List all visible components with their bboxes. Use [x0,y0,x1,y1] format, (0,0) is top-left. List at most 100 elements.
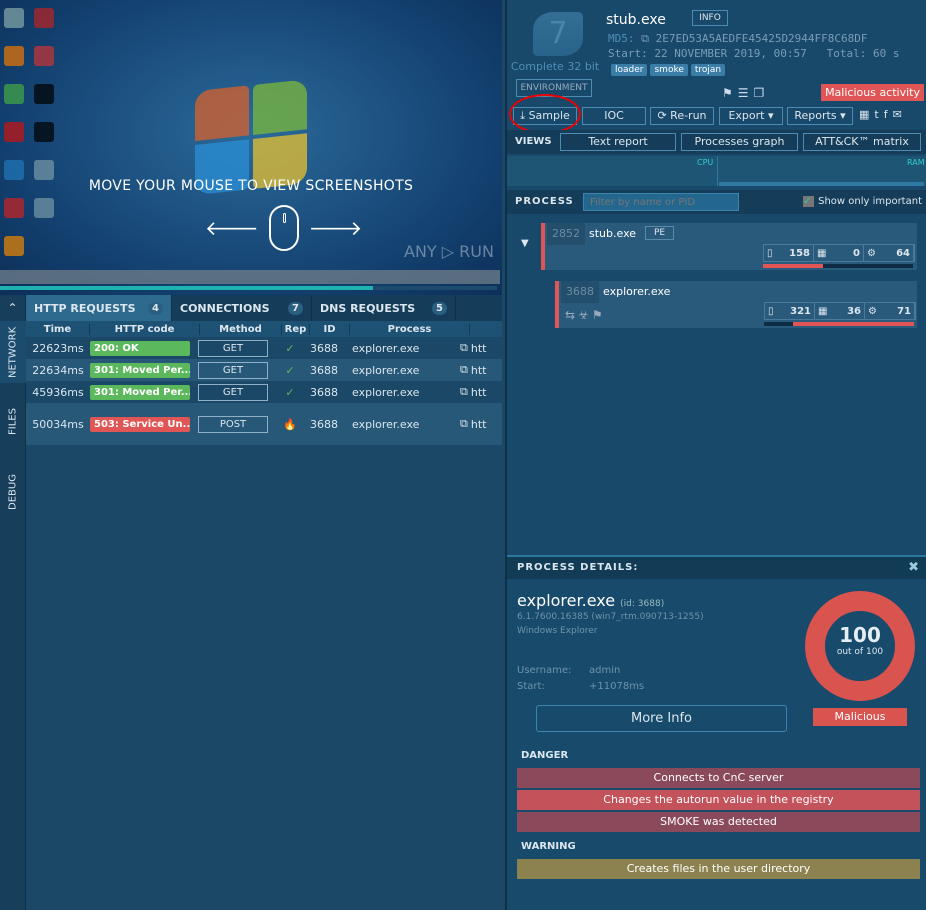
method-button[interactable]: GET [198,339,268,357]
file-icon: ▯ [767,247,773,259]
score-value: 100 [839,623,881,647]
copy-icon[interactable]: ⧉ [460,417,468,430]
method-button[interactable]: POST [198,415,268,433]
verdict-badge: Malicious activity [821,84,924,101]
copy-icon[interactable]: ⧉ [460,363,468,376]
process-item-stub[interactable]: 2852 stub.exe PE ▯ 158 ▦ 0 ⚙ 64 [541,223,917,270]
col-method[interactable]: Method [200,323,282,335]
threat-bar [763,264,913,268]
tab-label: CONNECTIONS [180,301,270,315]
col-rep[interactable]: Rep [282,323,310,335]
network-panel: HTTP REQUESTS 4 CONNECTIONS 7 DNS REQUESTS… [26,295,502,910]
mouse-hint: 🡐 🡒 [205,205,362,251]
tag[interactable]: loader [611,64,648,76]
windows-icon[interactable]: ❐ [753,86,765,100]
rerun-button[interactable]: ⟳ Re-run [650,107,714,125]
details-description: Windows Explorer [517,626,598,636]
url-cell[interactable]: htt [470,363,487,377]
total-label: Total: [826,47,867,60]
table-row[interactable]: 22634ms 301: Moved Per... GET ✓ 3688 exp… [26,359,502,381]
report-fire-icon[interactable]: ☰ [737,86,749,100]
checkered-flag-icon[interactable]: ⚑ [722,86,733,100]
mail-icon[interactable]: ✉ [892,108,902,121]
desktop-icons [4,8,64,256]
danger-indicator[interactable]: Changes the autorun value in the registr… [517,790,920,810]
sidebar-label: DEBUG [7,474,19,510]
views-label: VIEWS [515,136,552,147]
copy-icon[interactable]: ⧉ [460,341,468,354]
copy-icon[interactable]: ⧉ [641,32,649,45]
facebook-icon[interactable]: f [883,108,888,121]
sidebar: ⌃ NETWORK FILES DEBUG [0,295,26,910]
check-circle-icon: ✓ [285,385,295,399]
cpu-ram-graph: CPU RAM [507,156,926,186]
pid-cell: 3688 [310,341,338,355]
taskbar [0,270,500,284]
twitter-icon[interactable]: t [874,108,879,121]
username-value: admin [589,665,621,676]
col-id[interactable]: ID [310,323,350,335]
copy-icon[interactable]: ⧉ [460,385,468,398]
ioc-button[interactable]: IOC [582,107,646,125]
show-important-toggle[interactable]: ✓ Show only important [803,196,922,207]
view-processes-graph[interactable]: Processes graph [681,133,798,151]
sidebar-item-files[interactable]: FILES [0,387,26,457]
table-row[interactable]: 50034ms 503: Service Un... POST 🔥 3688 e… [26,403,502,445]
view-attck-matrix[interactable]: ATT&CK™ matrix [803,133,921,151]
file-icon: ▯ [768,305,774,317]
close-icon[interactable]: ✖ [908,560,920,575]
export-button[interactable]: Export ▾ [719,107,783,125]
details-pid: (id: 3688) [620,599,665,609]
tab-connections[interactable]: CONNECTIONS 7 [172,295,312,321]
checkbox-checked-icon[interactable]: ✓ [803,196,815,207]
info-button[interactable]: INFO [692,10,728,26]
method-button[interactable]: GET [198,383,268,401]
tab-http-requests[interactable]: HTTP REQUESTS 4 [26,295,172,321]
tab-label: DNS REQUESTS [320,301,416,315]
threat-bar [764,322,914,326]
danger-indicator[interactable]: Connects to CnC server [517,768,920,788]
details-version: 6.1.7600.16385 (win7_rtm.090713-1255) [517,612,704,622]
method-button[interactable]: GET [198,361,268,379]
table-row[interactable]: 22623ms 200: OK GET ✓ 3688 explorer.exe … [26,337,502,359]
table-row[interactable]: 45936ms 301: Moved Per... GET ✓ 3688 exp… [26,381,502,403]
http-code-badge: 200: OK [90,340,190,356]
pid-cell: 3688 [310,417,338,431]
collapse-triangle-icon[interactable]: ▼ [521,238,529,249]
process-filter-input[interactable] [583,193,739,211]
count-badge: 7 [288,301,303,315]
url-cell[interactable]: htt [470,341,487,355]
check-circle-icon: ✓ [285,363,295,377]
col-http-code[interactable]: HTTP code [90,323,200,335]
col-process[interactable]: Process [350,323,470,335]
process-item-explorer[interactable]: 3688 explorer.exe ⇆☣⚑ ▯ 321 ▦ 36 ⚙ 71 [555,281,917,328]
view-text-report[interactable]: Text report [560,133,676,151]
checkbox-label: Show only important [818,196,922,207]
tag[interactable]: smoke [650,64,688,76]
warning-indicator[interactable]: Creates files in the user directory [517,859,920,879]
url-cell[interactable]: htt [470,417,487,431]
more-info-button[interactable]: More Info [536,705,787,732]
sidebar-item-debug[interactable]: DEBUG [0,457,26,527]
screenshot-progress[interactable] [0,286,497,290]
files-count: 158 [789,247,810,259]
ram-label: RAM [907,158,925,167]
details-title: PROCESS DETAILS: [517,562,639,573]
video-icon[interactable]: ▦ [859,108,870,121]
tag[interactable]: trojan [690,64,726,76]
tab-dns-requests[interactable]: DNS REQUESTS 5 [312,295,456,321]
sidebar-label: FILES [7,408,19,436]
reports-button[interactable]: Reports ▾ [787,107,853,125]
screenshot-viewer[interactable]: MOVE YOUR MOUSE TO VIEW SCREENSHOTS 🡐 🡒 … [0,0,502,295]
danger-indicator[interactable]: SMOKE was detected [517,812,920,832]
url-cell[interactable]: htt [470,385,487,399]
arrow-right-icon: 🡒 [308,216,363,240]
time-cell: 45936ms [32,385,84,399]
process-label: PROCESS [515,196,574,207]
col-time[interactable]: Time [26,323,90,335]
modules-count: 71 [897,305,911,317]
total-value: 60 s [872,47,900,60]
sidebar-item-network[interactable]: NETWORK [0,321,26,383]
md5-value: 2E7ED53A5AEDFE45425D2944FF8C68DF [655,32,868,45]
chevron-up-icon[interactable]: ⌃ [7,301,18,315]
